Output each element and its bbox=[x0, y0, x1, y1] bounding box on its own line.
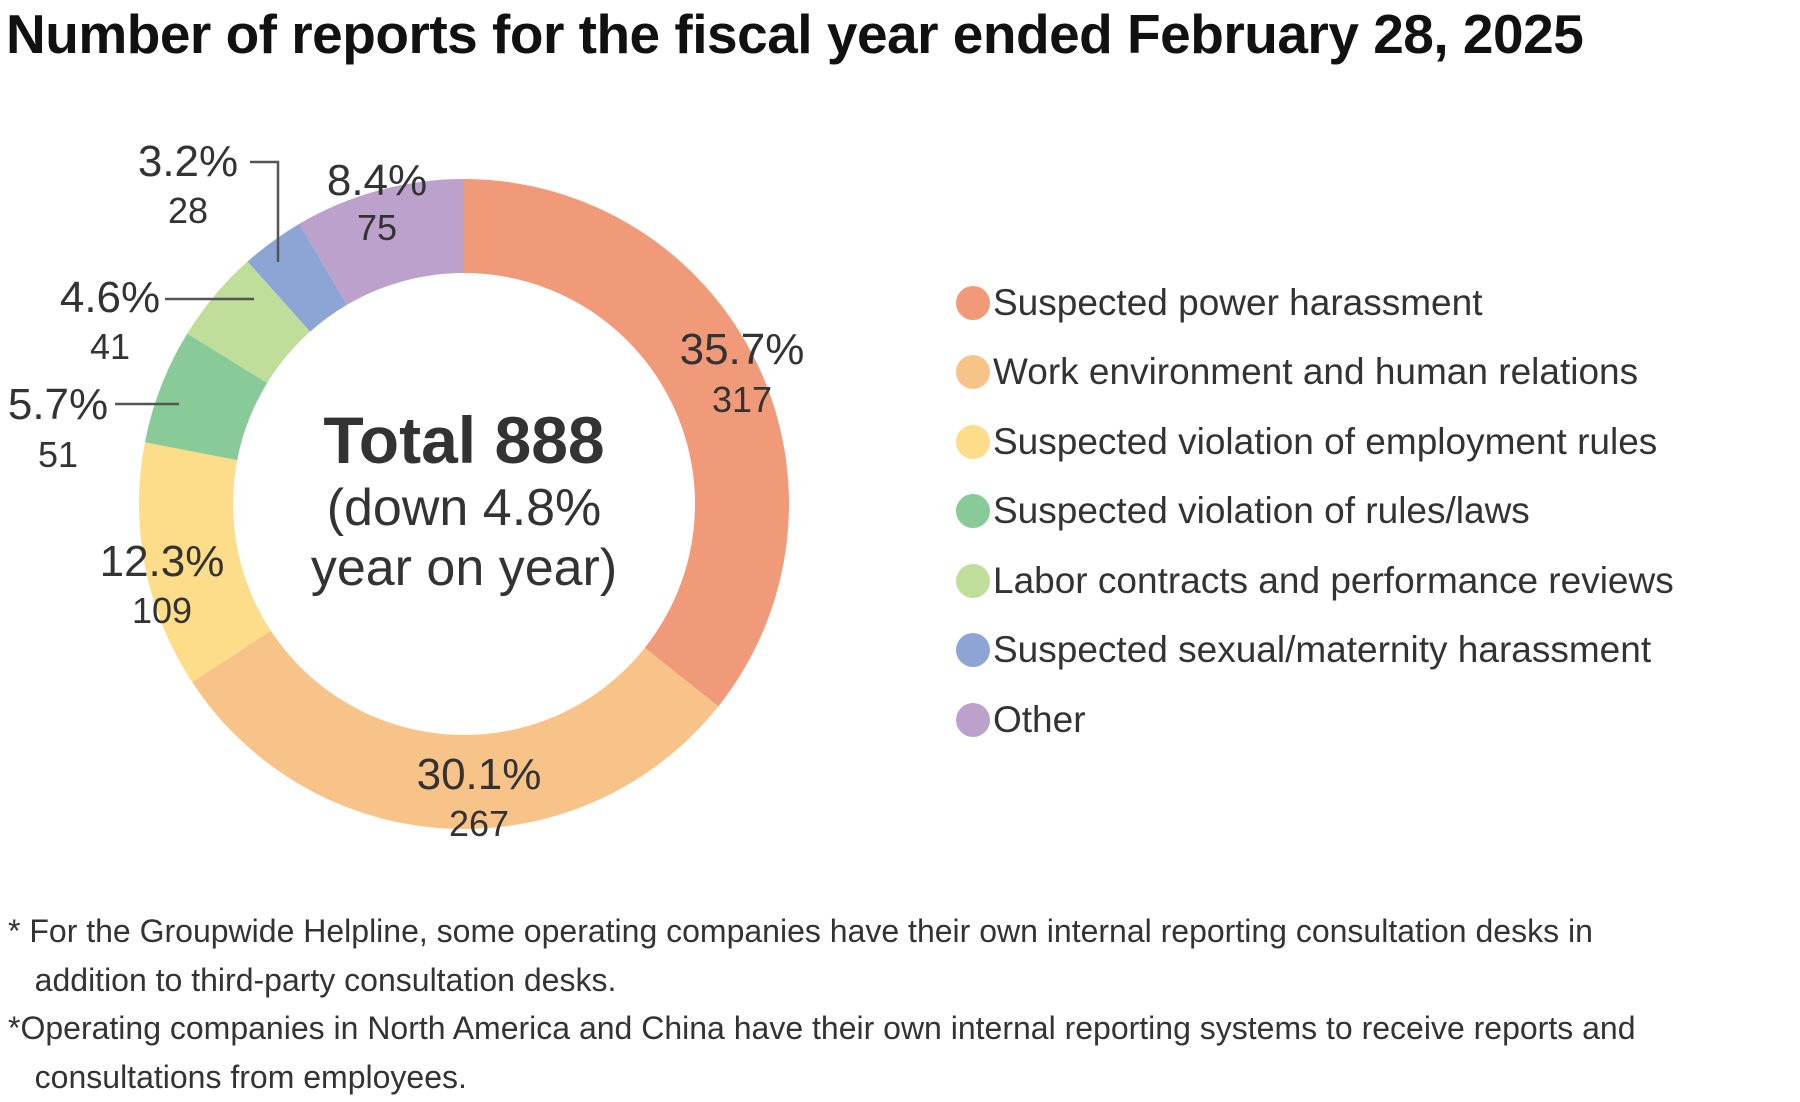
leader-line-sexual bbox=[250, 160, 280, 262]
slice-rules bbox=[144, 333, 268, 461]
slice-other bbox=[299, 179, 464, 305]
chart-title: Number of reports for the fiscal year en… bbox=[6, 3, 1584, 65]
footnote-2-line2: consultations from employees. bbox=[8, 1059, 467, 1095]
footnote-2-line1: *Operating companies in North America an… bbox=[8, 1010, 1636, 1046]
slice-employment bbox=[138, 442, 271, 683]
slice-work bbox=[192, 630, 719, 829]
legend-swatch bbox=[956, 633, 990, 668]
legend-label: Suspected sexual/maternity harassment bbox=[993, 629, 1652, 671]
legend-item-employment: Suspected violation of employment rules bbox=[956, 407, 1674, 477]
percent-label-employment: 12.3% bbox=[99, 537, 225, 586]
count-label-sexual: 28 bbox=[167, 190, 209, 231]
center-yoy-line1: (down 4.8% bbox=[326, 479, 602, 537]
legend-label: Other bbox=[993, 698, 1086, 740]
legend-swatch bbox=[956, 285, 990, 320]
count-label-work: 267 bbox=[448, 803, 510, 844]
legend-swatch bbox=[956, 494, 990, 529]
legend-label: Suspected violation of rules/laws bbox=[993, 490, 1530, 532]
footnote-1-line2: addition to third-party consultation des… bbox=[8, 962, 617, 998]
center-total: Total 888 bbox=[323, 403, 605, 477]
footnote-1-line1: * For the Groupwide Helpline, some opera… bbox=[8, 913, 1593, 949]
legend-item-power: Suspected power harassment bbox=[956, 268, 1674, 338]
legend-item-rules: Suspected violation of rules/laws bbox=[956, 477, 1674, 547]
count-label-other: 75 bbox=[356, 207, 398, 248]
legend-label: Suspected violation of employment rules bbox=[993, 420, 1658, 462]
count-label-labor: 41 bbox=[89, 326, 131, 367]
count-label-rules: 51 bbox=[37, 434, 79, 475]
legend-swatch bbox=[956, 702, 990, 737]
legend-item-sexual: Suspected sexual/maternity harassment bbox=[956, 616, 1674, 686]
percent-label-labor: 4.6% bbox=[59, 273, 161, 322]
percent-label-power: 35.7% bbox=[679, 325, 805, 374]
legend-item-work: Work environment and human relations bbox=[956, 338, 1674, 408]
legend-label: Work environment and human relations bbox=[993, 351, 1639, 393]
center-yoy-line2: year on year) bbox=[310, 539, 618, 597]
legend-label: Suspected power harassment bbox=[993, 281, 1483, 323]
percent-label-other: 8.4% bbox=[326, 156, 428, 205]
legend-swatch bbox=[956, 355, 990, 390]
slice-sexual bbox=[247, 223, 348, 332]
percent-label-rules: 5.7% bbox=[7, 380, 109, 429]
count-label-employment: 109 bbox=[131, 590, 193, 631]
legend-item-other: Other bbox=[956, 685, 1674, 755]
legend-item-labor: Labor contracts and performance reviews bbox=[956, 546, 1674, 616]
percent-label-work: 30.1% bbox=[416, 750, 542, 799]
count-label-power: 317 bbox=[711, 379, 773, 420]
legend-swatch bbox=[956, 424, 990, 459]
percent-label-sexual: 3.2% bbox=[137, 137, 239, 186]
legend-swatch bbox=[956, 563, 990, 598]
legend: Suspected power harassment Work environme… bbox=[956, 268, 1674, 755]
slice-power bbox=[464, 179, 789, 707]
slice-labor bbox=[187, 261, 311, 383]
legend-label: Labor contracts and performance reviews bbox=[993, 559, 1674, 601]
